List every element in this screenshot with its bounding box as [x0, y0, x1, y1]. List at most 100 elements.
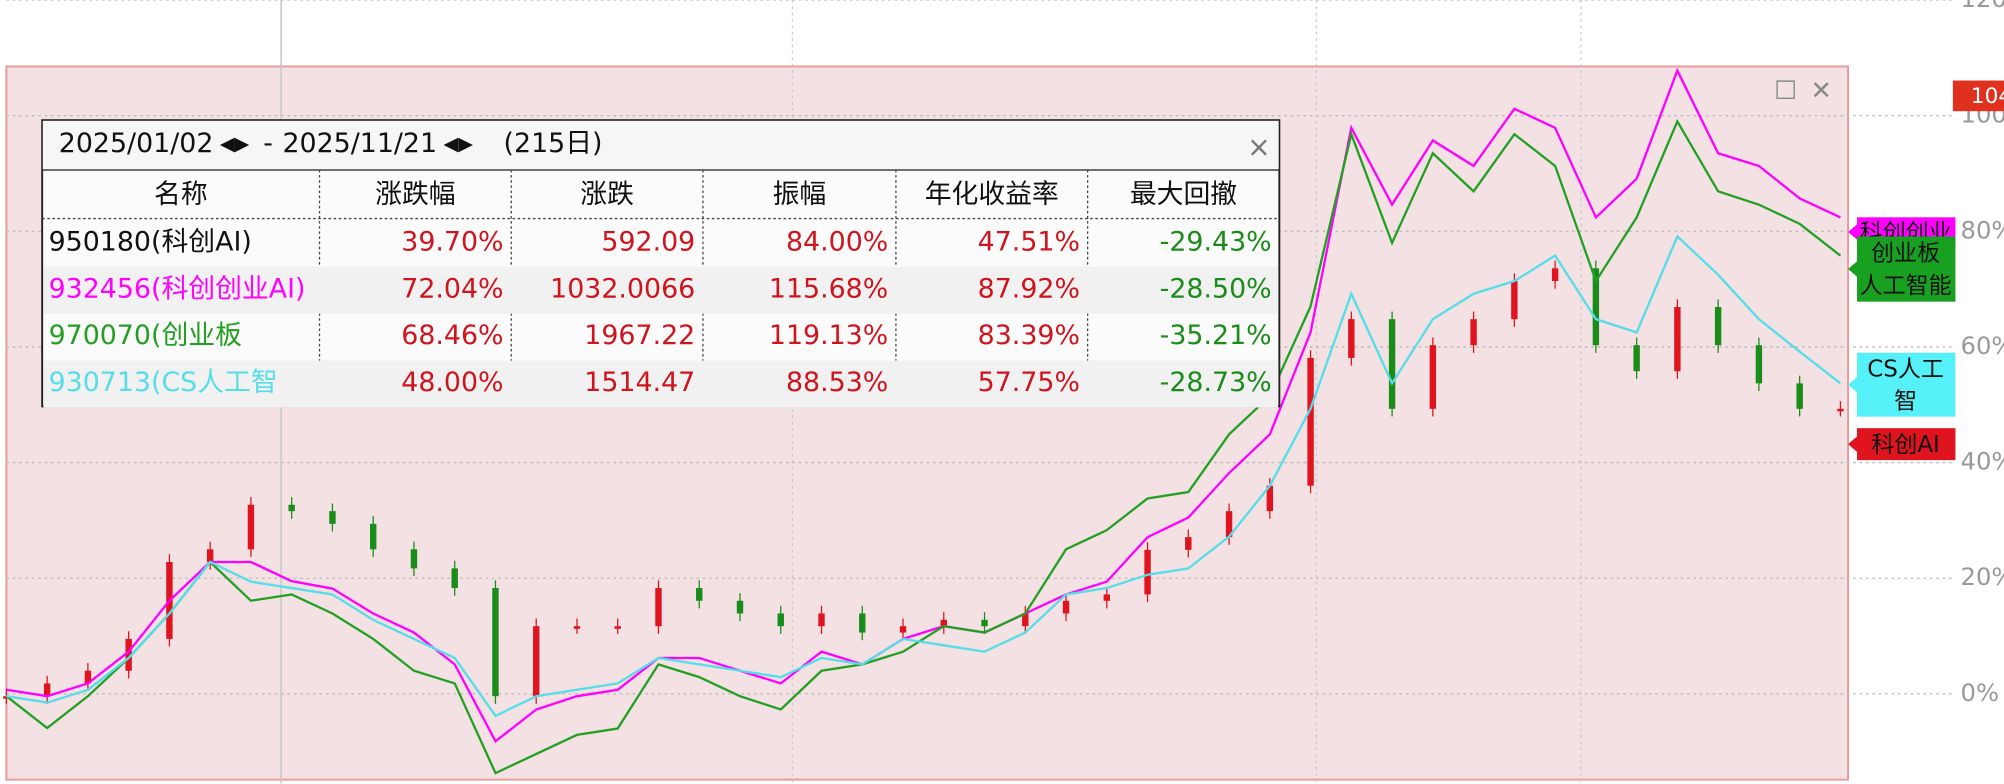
- candle-body: [84, 670, 92, 684]
- y-tick-label: 60%: [1961, 331, 2004, 360]
- cell: 1967.22: [584, 320, 695, 351]
- candle-body: [1062, 600, 1070, 614]
- end-label: 科创AI: [1871, 432, 1940, 458]
- cell: 83.39%: [978, 320, 1080, 351]
- candle-body: [696, 588, 703, 601]
- col-header: 涨跌: [580, 179, 634, 210]
- cell: 72.04%: [401, 273, 503, 304]
- arrows: ◀▶: [443, 132, 473, 155]
- candle-body: [573, 626, 581, 629]
- y-tick-label: 40%: [1961, 447, 2004, 476]
- end-label-box: [1857, 236, 1956, 302]
- days: (215日): [504, 128, 603, 159]
- candle-body: [1266, 485, 1274, 512]
- date-end: 2025/11/21: [282, 128, 437, 159]
- candle-body: [736, 600, 744, 614]
- label-pointer: [1848, 436, 1858, 452]
- y-tick-label: 20%: [1961, 562, 2004, 591]
- current-value: 104: [1971, 84, 2004, 109]
- arrows: ◀▶: [220, 132, 250, 155]
- row-bg: [43, 266, 1279, 314]
- candle-body: [777, 613, 784, 627]
- row-name: 930713(CS人工智: [49, 367, 278, 398]
- cell: 119.13%: [769, 320, 888, 351]
- cell: -28.73%: [1160, 367, 1272, 398]
- candle-body: [1348, 319, 1355, 358]
- candle-body: [1470, 319, 1477, 346]
- candle-body: [288, 504, 295, 512]
- candle-body: [1429, 345, 1437, 409]
- col-header: 振幅: [773, 179, 827, 210]
- cell: 88.53%: [786, 367, 888, 398]
- cell: 57.75%: [978, 367, 1080, 398]
- candle-body: [1022, 613, 1029, 627]
- candle-body: [1307, 357, 1314, 486]
- cell: 1514.47: [584, 367, 695, 398]
- cell: 592.09: [601, 226, 695, 257]
- cell: 1032.0066: [550, 273, 695, 304]
- table-close[interactable]: ×: [1247, 130, 1271, 163]
- candle-body: [1592, 268, 1600, 346]
- candle-body: [981, 619, 988, 627]
- label-pointer: [1848, 224, 1858, 240]
- candle-body: [206, 549, 214, 563]
- candle-body: [1633, 345, 1640, 372]
- col-header: 年化收益率: [925, 179, 1059, 210]
- candle-body: [859, 613, 866, 633]
- candle-body: [1144, 549, 1151, 595]
- candle-body: [451, 568, 458, 589]
- candle-body: [369, 523, 377, 550]
- row-name: 950180(科创AI): [49, 226, 252, 257]
- cell: -35.21%: [1160, 320, 1272, 351]
- range-sep: -: [263, 128, 273, 159]
- y-tick-label: 80%: [1961, 215, 2004, 244]
- col-header: 涨跌幅: [375, 179, 455, 210]
- end-label-box: [1857, 352, 1956, 417]
- candle-body: [1103, 594, 1110, 601]
- cell: 87.92%: [978, 273, 1080, 304]
- candle-body: [614, 626, 621, 629]
- candle-body: [940, 619, 947, 627]
- end-label: 智: [1894, 388, 1917, 414]
- candle-body: [125, 638, 132, 671]
- cell: 48.00%: [401, 367, 503, 398]
- labels: 科创AI科创创业创业板人工智能CS人工智104: [1848, 80, 2004, 461]
- candle-body: [533, 626, 540, 697]
- label-pointer: [1848, 377, 1858, 393]
- cell: 47.51%: [978, 226, 1080, 257]
- row-name: 932456(科创创业AI): [49, 273, 306, 304]
- restore-icon[interactable]: ☐: [1774, 76, 1797, 106]
- close-icon[interactable]: ✕: [1811, 76, 1832, 106]
- col-header: 名称: [154, 179, 208, 210]
- candle-body: [1714, 307, 1722, 346]
- candle-body: [492, 588, 499, 697]
- candle-body: [1674, 307, 1681, 372]
- candle-body: [410, 549, 418, 569]
- table: 2025/01/02 ◀▶ -2025/11/21 ◀▶ (215日) ×名称 涨跌幅 涨跌振…: [41, 119, 1281, 408]
- series-line: [5, 118, 1842, 775]
- table-head-bg: [41, 119, 1280, 171]
- row-bg: [43, 360, 1279, 408]
- cell: 68.46%: [401, 320, 503, 351]
- marks: [3, 67, 1844, 775]
- end-label-box: [1857, 428, 1956, 461]
- candle-body: [818, 613, 825, 627]
- y-tick-label: 0%: [1961, 678, 2000, 707]
- label-pointer: [1848, 261, 1858, 277]
- candle-body: [1755, 345, 1763, 384]
- cell: -29.43%: [1160, 226, 1272, 257]
- y-tick-label: 120: [1961, 0, 2004, 13]
- candle-body: [655, 588, 662, 627]
- candle-body: [1225, 511, 1233, 538]
- candle-body: [1511, 281, 1518, 320]
- cell: -28.50%: [1160, 273, 1272, 304]
- col-header: 最大回撤: [1130, 179, 1237, 210]
- candle-body: [329, 511, 336, 524]
- candle-body: [1388, 319, 1396, 409]
- series-line: [6, 67, 1841, 744]
- end-label: 人工智能: [1860, 273, 1952, 299]
- cell: 39.70%: [401, 226, 503, 257]
- candle-body: [1551, 268, 1559, 282]
